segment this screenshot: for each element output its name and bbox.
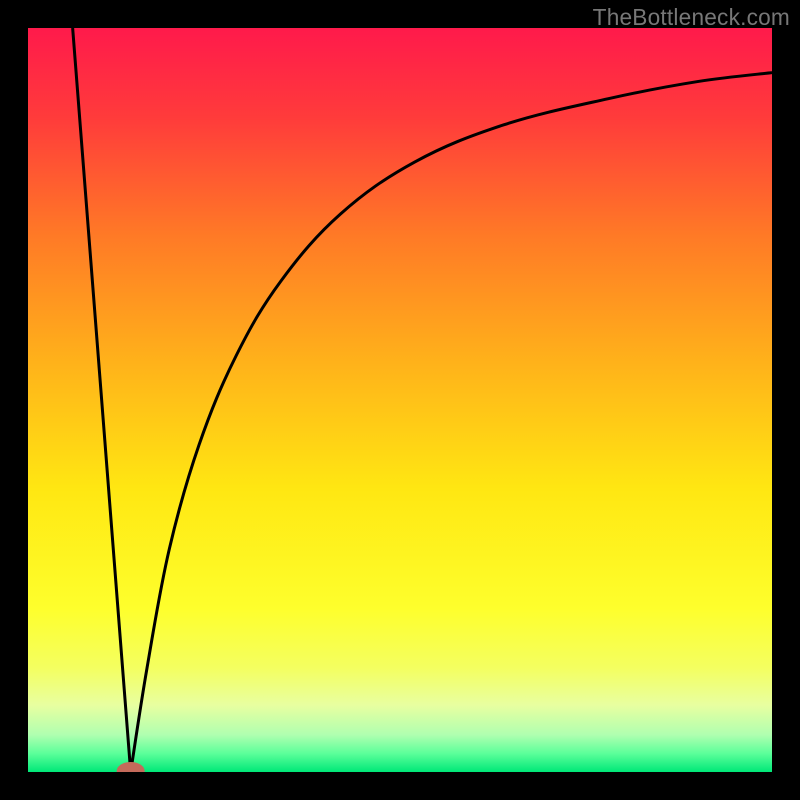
gradient-background bbox=[28, 28, 772, 772]
chart-container: TheBottleneck.com bbox=[0, 0, 800, 800]
plot-area bbox=[28, 28, 772, 772]
chart-svg bbox=[28, 28, 772, 772]
watermark-text: TheBottleneck.com bbox=[593, 4, 790, 31]
